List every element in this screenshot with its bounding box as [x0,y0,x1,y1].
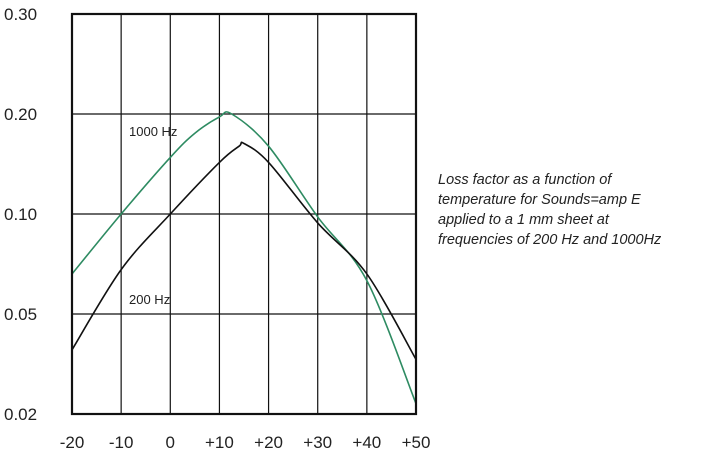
y-tick-label: 0.05 [4,305,37,324]
x-tick-label: +50 [402,433,431,452]
y-tick-label: 0.20 [4,105,37,124]
series-label-1000-hz: 1000 Hz [129,124,177,139]
plot-frame [70,12,418,416]
caption-line-4: frequencies of 200 Hz and 1000Hz [438,232,662,248]
x-tick-label: +10 [205,433,234,452]
caption-line-1: Loss factor as a function of [438,172,612,188]
x-tick-label: -10 [109,433,134,452]
series-line-200-hz [71,141,417,360]
series-label-200-hz: 200 Hz [129,292,170,307]
x-tick-label: -20 [60,433,85,452]
chart-caption: Loss factor as a function of temperature… [438,170,723,250]
caption-line-2: temperature for Sounds=amp E [438,192,641,208]
y-tick-label: 0.10 [4,205,37,224]
caption-line-3: applied to a 1 mm sheet at [438,212,609,228]
x-tick-label: +20 [254,433,283,452]
y-tick-label: 0.30 [4,5,37,24]
x-tick-label: +40 [352,433,381,452]
x-tick-label: 0 [166,433,175,452]
x-tick-label: +30 [303,433,332,452]
series-line-1000-hz [71,111,417,404]
y-tick-label: 0.02 [4,405,37,424]
